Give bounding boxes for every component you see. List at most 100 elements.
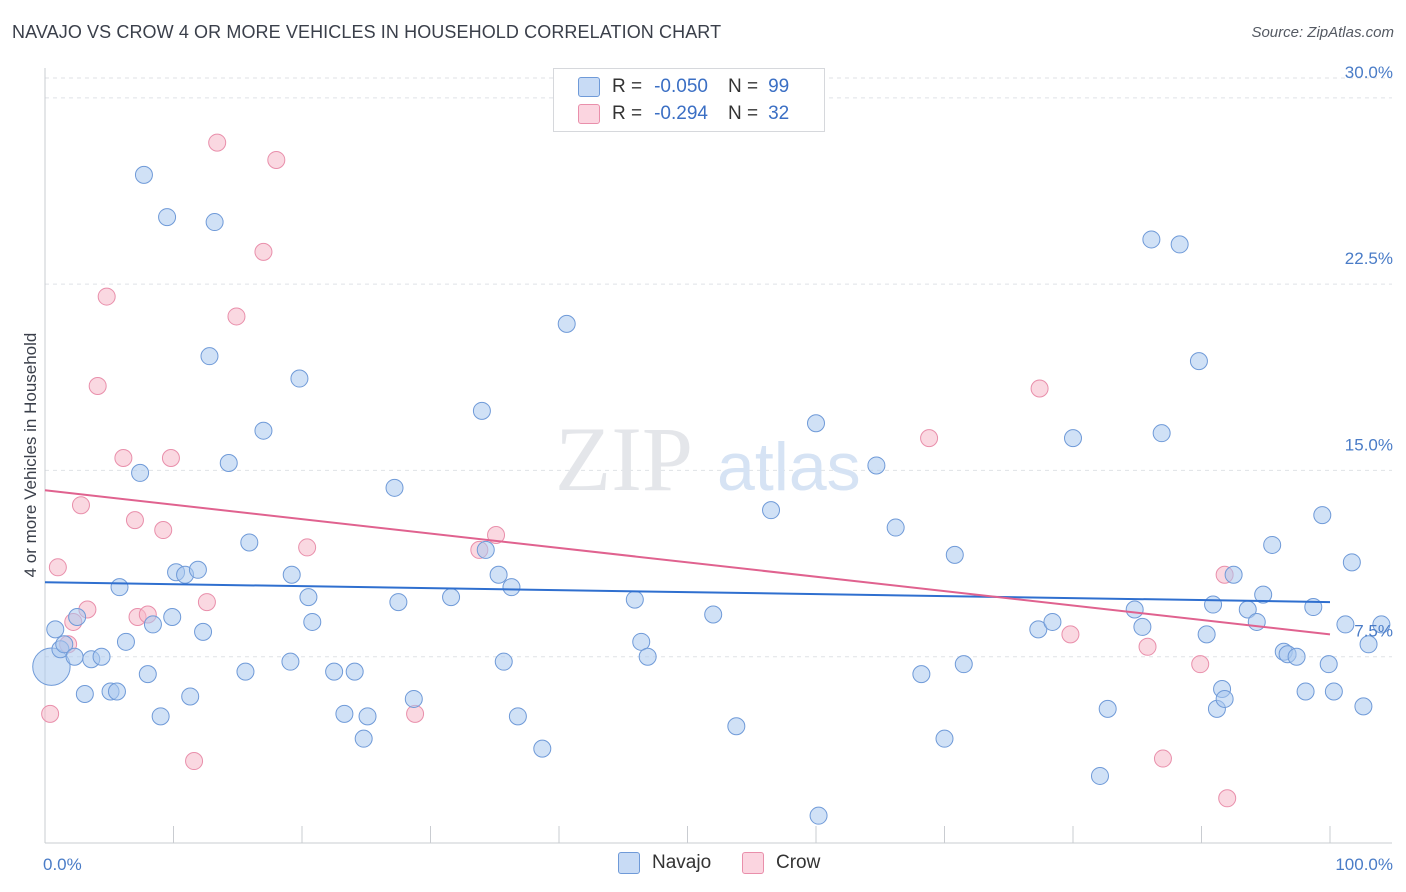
legend-item-navajo[interactable]: Navajo <box>618 852 711 874</box>
navajo-point <box>704 605 723 624</box>
navajo-point <box>1263 535 1282 554</box>
navajo-point <box>1133 617 1152 636</box>
y-tick-label: 22.5% <box>1345 249 1393 268</box>
legend-r-label: R = <box>612 103 643 124</box>
navajo-point <box>385 478 404 497</box>
navajo-point <box>1287 647 1306 666</box>
navajo-point <box>807 414 825 433</box>
legend-row-navajo: R = -0.050 N = 99 <box>554 73 789 101</box>
navajo-point <box>282 565 301 584</box>
legend-swatch-crow <box>578 104 600 124</box>
y-tick-label: 15.0% <box>1345 435 1393 454</box>
crow-point <box>487 526 506 545</box>
crow-point <box>254 242 273 261</box>
navajo-point <box>158 208 177 227</box>
series-legend: Navajo Crow <box>0 852 1406 878</box>
navajo-point <box>1336 615 1355 634</box>
navajo-point <box>219 453 238 472</box>
chart-title: NAVAJO VS CROW 4 OR MORE VEHICLES IN HOU… <box>12 22 722 42</box>
navajo-trend-line <box>44 581 1331 604</box>
legend-r-value-navajo: -0.050 <box>654 76 708 97</box>
y-tick-label: 30.0% <box>1345 63 1393 82</box>
navajo-swatch <box>618 852 640 874</box>
stats-legend: R = -0.050 N = 99 R = -0.294 N = 32 <box>553 68 825 132</box>
legend-label-navajo: Navajo <box>652 852 712 873</box>
crow-trend-line <box>44 489 1331 636</box>
navajo-point <box>1043 612 1062 631</box>
navajo-point <box>163 607 182 626</box>
navajo-point <box>1204 595 1223 614</box>
navajo-point <box>1372 615 1391 634</box>
navajo-point <box>354 729 373 748</box>
navajo-point <box>935 729 954 748</box>
crow-point <box>267 150 286 169</box>
navajo-point <box>134 165 153 184</box>
crow-point <box>97 287 116 306</box>
navajo-point <box>107 682 126 701</box>
navajo-point <box>110 578 129 597</box>
navajo-point <box>809 806 828 825</box>
navajo-point <box>476 540 495 559</box>
navajo-point <box>68 607 87 626</box>
navajo-point <box>508 707 527 726</box>
navajo-point <box>762 501 781 520</box>
navajo-point <box>502 578 521 597</box>
crow-point <box>197 593 216 612</box>
navajo-point <box>131 463 150 482</box>
legend-n-value-crow: 32 <box>768 103 790 124</box>
navajo-point <box>1296 682 1315 701</box>
legend-n-label: N = <box>727 76 759 97</box>
x-tick-label-max: 100.0% <box>1335 855 1393 874</box>
crow-point <box>208 133 227 152</box>
crow-point <box>1218 789 1237 808</box>
x-tick-label-min: 0.0% <box>43 855 82 874</box>
tick-labels: 7.5% 15.0% 22.5% 30.0% 0.0% 100.0% <box>43 63 1393 874</box>
navajo-point <box>75 684 94 703</box>
navajo-point <box>345 662 364 681</box>
crow-point <box>227 307 246 326</box>
navajo-point <box>1064 429 1082 448</box>
crow-point <box>185 752 204 771</box>
navajo-point <box>494 652 513 671</box>
navajo-point <box>254 421 273 440</box>
navajo-point <box>205 213 224 232</box>
navajo-point <box>200 347 219 366</box>
navajo-point <box>65 647 84 666</box>
navajo-point <box>632 632 651 651</box>
navajo-point <box>912 665 931 684</box>
navajo-point <box>557 314 576 333</box>
navajo-point <box>138 665 157 684</box>
navajo-point <box>638 647 657 666</box>
trend-lines <box>44 489 1331 636</box>
legend-item-crow[interactable]: Crow <box>742 852 820 874</box>
navajo-point <box>389 593 408 612</box>
navajo-point <box>1247 612 1266 631</box>
navajo-point <box>236 662 255 681</box>
navajo-point <box>945 545 964 564</box>
navajo-point <box>727 717 746 736</box>
navajo-point <box>188 560 207 579</box>
navajo-point <box>358 707 377 726</box>
navajo-point <box>151 707 170 726</box>
navajo-point <box>92 647 111 666</box>
navajo-point <box>55 635 74 654</box>
navajo-point <box>404 689 423 708</box>
navajo-point <box>489 565 508 584</box>
crow-point <box>114 449 133 468</box>
navajo-point <box>1029 620 1048 639</box>
crow-point <box>71 496 90 515</box>
navajo-point <box>1324 682 1343 701</box>
navajo-point <box>472 401 491 420</box>
crow-point <box>48 558 67 577</box>
navajo-point <box>335 704 354 723</box>
crow-point <box>154 521 173 540</box>
navajo-point <box>533 739 552 758</box>
navajo-point <box>1354 697 1373 716</box>
navajo-point <box>886 518 905 537</box>
navajo-series <box>32 165 1391 825</box>
navajo-point <box>299 588 318 607</box>
navajo-point <box>1189 352 1208 371</box>
legend-r-label: R = <box>612 76 643 97</box>
navajo-point <box>1142 230 1161 249</box>
navajo-point <box>442 588 461 607</box>
